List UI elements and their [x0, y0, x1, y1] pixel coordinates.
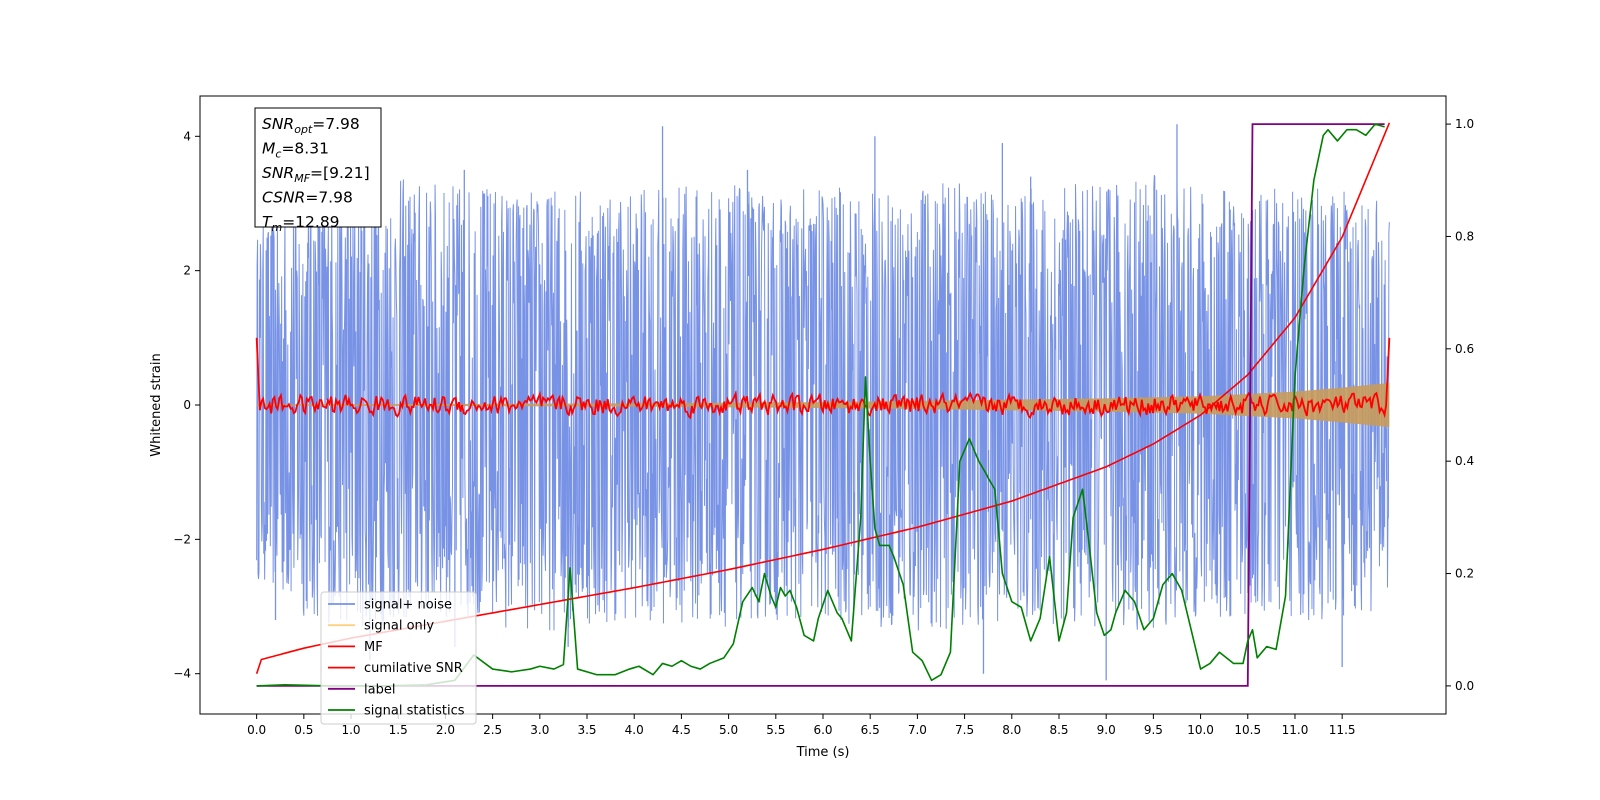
legend-label-5: signal statistics	[364, 704, 465, 719]
annotation-line-2: SNRMF=[9.21]	[262, 164, 370, 185]
annotation-line-0: SNRopt=7.98	[262, 115, 360, 136]
label-line	[256, 123, 1385, 687]
y-tick-label-4: 4	[183, 129, 191, 143]
legend-label-4: label	[364, 682, 395, 697]
signal-noise-line	[256, 175, 1390, 631]
x-tick-label-22: 11.0	[1282, 723, 1309, 737]
x-tick-label-4: 2.0	[436, 723, 455, 737]
x-tick-label-1: 0.5	[294, 723, 313, 737]
mf-line	[255, 337, 1391, 420]
y-tick-label-2: 0	[183, 398, 191, 412]
x-tick-label-5: 2.5	[483, 723, 502, 737]
x-tick-label-19: 9.5	[1144, 723, 1163, 737]
x-tick-label-21: 10.5	[1234, 723, 1261, 737]
legend-label-0: signal+ noise	[364, 598, 452, 613]
series-signal-statistics	[256, 123, 1385, 687]
x-tick-label-11: 5.5	[766, 723, 785, 737]
x-tick-label-15: 7.5	[955, 723, 974, 737]
x-tick-label-3: 1.5	[389, 723, 408, 737]
y-tick-label-1: −2	[173, 532, 191, 546]
legend-label-2: MF	[364, 640, 383, 655]
annotation-box	[254, 107, 382, 228]
annotation-line-4: Tm=12.89	[262, 213, 340, 234]
x-tick-label-9: 4.5	[672, 723, 691, 737]
series-signal-plus-noise	[256, 124, 1390, 681]
y-axis-label: Whitened strain	[149, 353, 164, 456]
x-tick-label-10: 5.0	[719, 723, 738, 737]
series-label	[256, 123, 1385, 687]
x-tick-label-2: 1.0	[341, 723, 360, 737]
annotation-line-1: Mc=8.31	[262, 140, 329, 161]
legend-label-1: signal only	[364, 619, 434, 634]
y2-tick-label-1: 0.2	[1455, 567, 1474, 581]
legend-label-3: cumilative SNR	[364, 661, 463, 676]
y-tick-label-3: 2	[183, 264, 191, 278]
legend-box	[320, 591, 477, 725]
x-tick-label-0: 0.0	[247, 723, 266, 737]
signal-statistics-line	[256, 123, 1385, 687]
x-tick-label-23: 11.5	[1329, 723, 1356, 737]
x-tick-label-14: 7.0	[908, 723, 927, 737]
x-tick-label-7: 3.5	[577, 723, 596, 737]
annotation-line-3: CSNR=7.98	[262, 189, 353, 207]
y2-tick-label-0: 0.0	[1455, 679, 1474, 693]
x-tick-label-13: 6.5	[861, 723, 880, 737]
x-tick-label-6: 3.0	[530, 723, 549, 737]
x-tick-label-18: 9.0	[1097, 723, 1116, 737]
x-tick-label-16: 8.0	[1002, 723, 1021, 737]
x-tick-label-8: 4.0	[625, 723, 644, 737]
y2-tick-label-2: 0.4	[1455, 454, 1474, 468]
y2-tick-label-3: 0.6	[1455, 342, 1474, 356]
x-tick-label-12: 6.0	[813, 723, 832, 737]
series-signal-only	[256, 382, 1390, 428]
y-tick-label-0: −4	[173, 667, 191, 681]
y2-tick-label-4: 0.8	[1455, 229, 1474, 243]
y2-tick-label-5: 1.0	[1455, 117, 1474, 131]
x-tick-label-17: 8.5	[1049, 723, 1068, 737]
series-mf	[255, 337, 1391, 420]
signal-only-band	[256, 382, 1390, 428]
x-tick-label-20: 10.0	[1187, 723, 1214, 737]
x-axis-label: Time (s)	[796, 745, 850, 760]
